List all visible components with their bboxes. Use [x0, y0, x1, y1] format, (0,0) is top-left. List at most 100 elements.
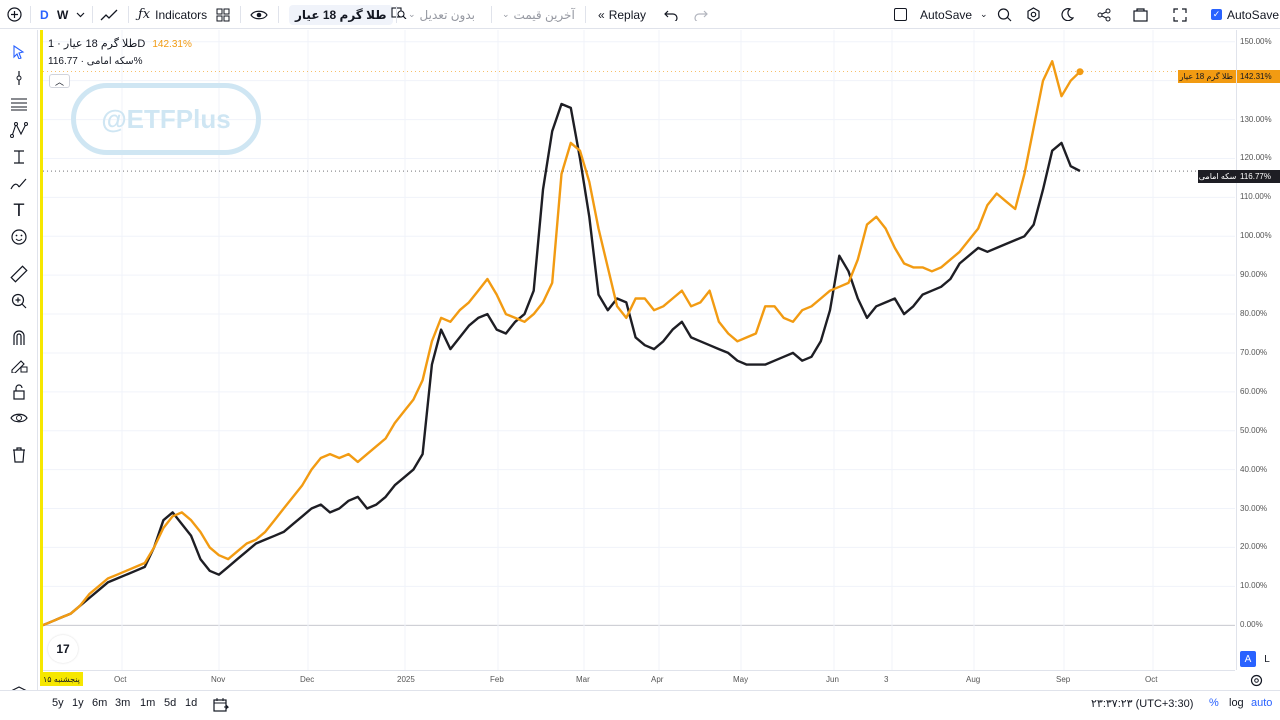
- goto-date-calendar-icon[interactable]: [213, 697, 230, 715]
- compare-search-icon: [390, 7, 407, 22]
- range-button-1y[interactable]: 1y: [72, 697, 84, 709]
- price-axis-label: 10.00%: [1240, 581, 1268, 591]
- quick-search-icon[interactable]: [997, 0, 1012, 29]
- legend-main-interval: 1D: [48, 38, 146, 50]
- toolbar-divider: [30, 6, 31, 23]
- range-button-1d[interactable]: 1d: [185, 697, 198, 709]
- text-tool-icon[interactable]: T: [13, 201, 25, 221]
- add-symbol-icon[interactable]: [7, 0, 22, 29]
- lock-drawing-icon[interactable]: [9, 355, 29, 375]
- watermark-logo: @ETFPlus: [71, 83, 261, 155]
- time-axis-label: Apr: [651, 675, 664, 684]
- series-line[interactable]: [43, 60, 1081, 627]
- zoom-in-icon[interactable]: [9, 291, 29, 311]
- auto-scale-toggle[interactable]: auto: [1251, 697, 1273, 709]
- snapshot-icon[interactable]: [1133, 0, 1148, 29]
- legend-compare-series[interactable]: سکه امامی · 116.77%: [48, 56, 143, 67]
- range-button-5d[interactable]: 5d: [164, 697, 177, 709]
- chart-type-icon[interactable]: [100, 0, 118, 29]
- price-axis-label: 30.00%: [1240, 503, 1268, 513]
- cursor-icon[interactable]: [9, 42, 29, 62]
- theme-moon-icon[interactable]: [1061, 0, 1074, 29]
- toolbar-divider: [491, 6, 492, 23]
- chart-settings-gear-icon[interactable]: [1250, 670, 1263, 690]
- interval-dropdown-icon[interactable]: [76, 0, 85, 29]
- comparison-line-chart[interactable]: [43, 30, 1235, 670]
- price-tag-main-value: 142.31%: [1237, 70, 1280, 83]
- time-axis-label: May: [733, 675, 749, 684]
- interval-w-button[interactable]: W: [57, 7, 69, 22]
- legend-main-symbol: طلا گرم 18 عیار: [63, 38, 138, 50]
- replay-button[interactable]: « Replay: [598, 0, 646, 29]
- templates-icon[interactable]: [216, 0, 230, 29]
- trend-line-icon[interactable]: [9, 68, 29, 88]
- interval-d-button[interactable]: D: [40, 7, 49, 22]
- range-button-1m[interactable]: 1m: [140, 697, 156, 709]
- price-axis-label: 0.00%: [1240, 620, 1263, 630]
- magnet-icon[interactable]: [9, 328, 29, 348]
- hide-drawings-eye-icon[interactable]: [9, 408, 29, 428]
- percent-scale-toggle[interactable]: %: [1209, 697, 1219, 709]
- measure-projection-icon[interactable]: [9, 147, 29, 167]
- share-icon[interactable]: [1097, 0, 1111, 29]
- legend-collapse-button[interactable]: ︿: [49, 74, 70, 88]
- replay-label: Replay: [608, 7, 647, 22]
- indicators-button[interactable]: ƒx Indicators: [138, 0, 207, 29]
- range-button-5y[interactable]: 5y: [52, 697, 64, 709]
- price-type-dropdown[interactable]: ⌄ آخرین قیمت: [502, 0, 575, 29]
- checkmark-icon: ✓: [1211, 9, 1222, 20]
- range-button-3m[interactable]: 3m: [115, 697, 131, 709]
- legend-compare-symbol: سکه امامی: [86, 56, 134, 67]
- undo-icon[interactable]: [664, 0, 678, 29]
- date-range-highlight: [40, 30, 43, 685]
- symbol-search-button[interactable]: طلا گرم 18 عیار: [289, 0, 407, 29]
- auto-scale-button[interactable]: A: [1240, 651, 1256, 667]
- series-line[interactable]: [43, 102, 1081, 627]
- visibility-eye-icon[interactable]: [250, 0, 268, 29]
- function-icon: ƒx: [138, 7, 151, 22]
- time-axis[interactable]: [43, 670, 1235, 690]
- chevron-up-icon: ︿: [54, 76, 64, 87]
- time-axis-label: Aug: [966, 675, 981, 684]
- autosave-checkbox[interactable]: ✓ AutoSave: [1211, 0, 1279, 29]
- time-axis-label: Mar: [576, 675, 590, 684]
- autosave-dropdown[interactable]: AutoSave ⌄: [920, 0, 988, 29]
- tradingview-logo: 17: [48, 635, 78, 663]
- autosave-label: AutoSave: [920, 7, 973, 22]
- price-axis-label: 80.00%: [1240, 309, 1268, 319]
- adjustment-label: بدون تعدیل: [419, 7, 475, 22]
- time-axis-label: Oct: [114, 675, 127, 684]
- adjustment-dropdown[interactable]: ⌄ بدون تعدیل: [408, 0, 475, 29]
- emoji-icon[interactable]: [9, 227, 29, 247]
- price-tag-main-name: طلا گرم 18 عیار: [1178, 70, 1236, 83]
- brush-icon[interactable]: [9, 174, 29, 194]
- legend-main-series[interactable]: طلا گرم 18 عیار · 1D 142.31%: [48, 38, 192, 50]
- price-axis-label: 50.00%: [1240, 425, 1268, 435]
- price-axis-label: 90.00%: [1240, 270, 1268, 280]
- log-scale-button[interactable]: L: [1264, 653, 1270, 665]
- price-axis-label: 110.00%: [1240, 192, 1271, 202]
- price-type-label: آخرین قیمت: [513, 7, 575, 22]
- range-button-6m[interactable]: 6m: [92, 697, 108, 709]
- time-axis-label: 2025: [397, 675, 415, 684]
- fullscreen-icon[interactable]: [1173, 0, 1187, 29]
- timezone-clock[interactable]: ۲۳:۳۷:۲۳ (UTC+3:30): [1091, 698, 1194, 710]
- layout-icon[interactable]: [894, 0, 907, 29]
- time-axis-label: Oct: [1145, 675, 1158, 684]
- log-scale-toggle[interactable]: log: [1229, 697, 1244, 709]
- toolbar-divider: [92, 6, 93, 23]
- indicators-label: Indicators: [155, 7, 208, 22]
- settings-gear-icon[interactable]: [1026, 0, 1041, 29]
- time-axis-label: Nov: [211, 675, 226, 684]
- time-axis-label: Sep: [1056, 675, 1071, 684]
- chevron-down-icon: ⌄: [408, 9, 416, 19]
- ruler-icon[interactable]: [9, 264, 29, 284]
- price-axis-label: 150.00%: [1240, 36, 1272, 46]
- price-axis[interactable]: [1236, 30, 1280, 670]
- pattern-tool-icon[interactable]: [9, 120, 29, 140]
- horizontal-lines-icon[interactable]: [9, 94, 29, 114]
- redo-icon[interactable]: [694, 0, 708, 29]
- lock-icon[interactable]: [9, 382, 29, 402]
- bottom-toolbar: [0, 690, 1280, 720]
- trash-icon[interactable]: [9, 445, 29, 465]
